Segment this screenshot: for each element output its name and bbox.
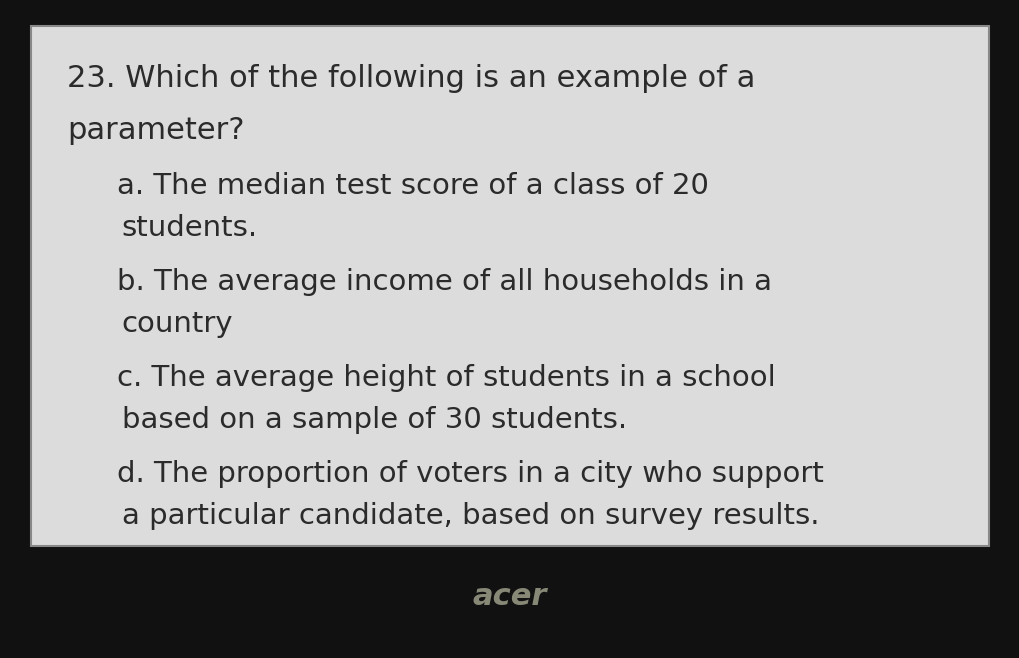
Text: parameter?: parameter?	[67, 116, 245, 145]
Text: based on a sample of 30 students.: based on a sample of 30 students.	[121, 407, 627, 434]
Text: students.: students.	[121, 215, 258, 242]
Text: b. The average income of all households in a: b. The average income of all households …	[117, 268, 771, 296]
Text: d. The proportion of voters in a city who support: d. The proportion of voters in a city wh…	[117, 461, 823, 488]
Bar	[31, 26, 988, 546]
Text: country: country	[121, 311, 233, 338]
Text: acer: acer	[473, 582, 546, 611]
Text: a particular candidate, based on survey results.: a particular candidate, based on survey …	[121, 502, 818, 530]
Text: c. The average height of students in a school: c. The average height of students in a s…	[117, 365, 774, 392]
Text: 23. Which of the following is an example of a: 23. Which of the following is an example…	[67, 64, 755, 93]
Text: a. The median test score of a class of 20: a. The median test score of a class of 2…	[117, 172, 708, 200]
